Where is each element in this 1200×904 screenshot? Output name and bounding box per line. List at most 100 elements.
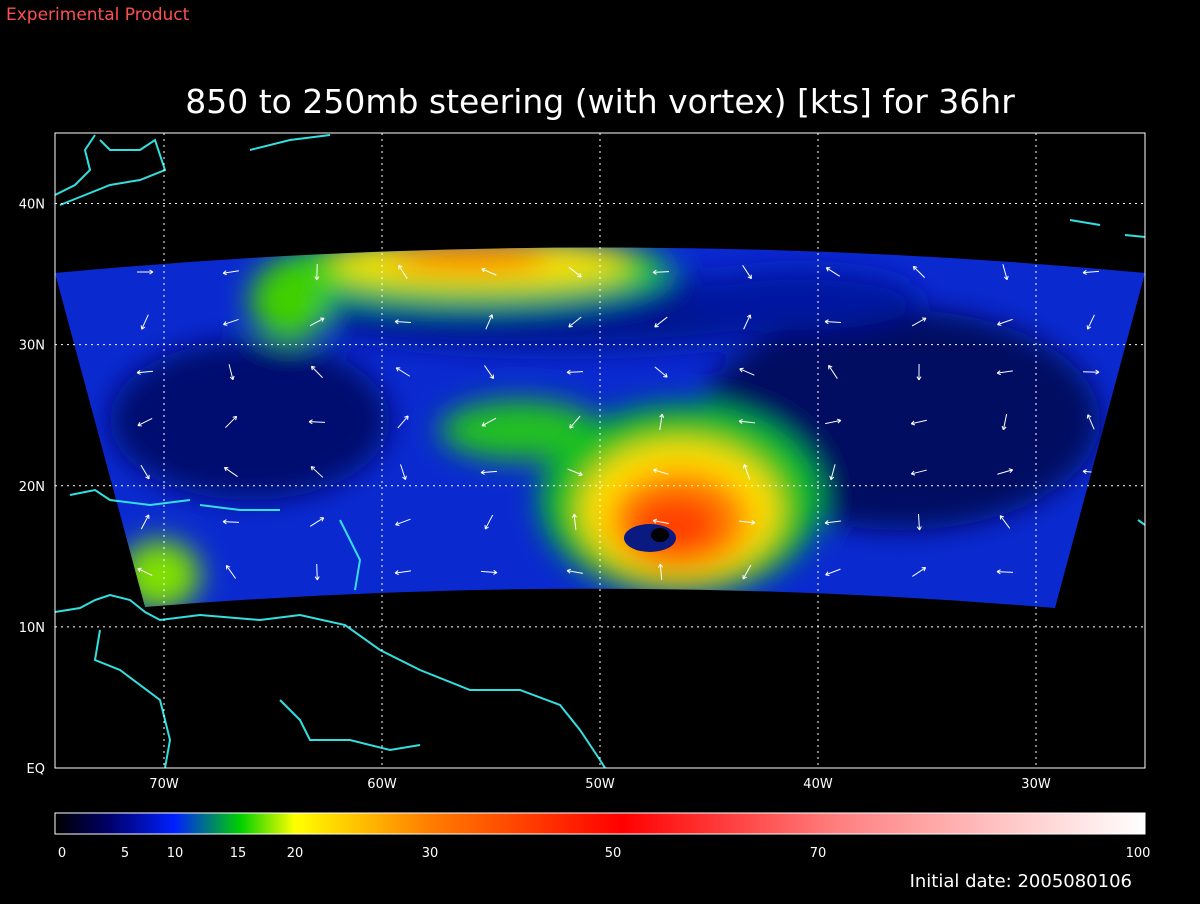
wind-arrow: [824, 319, 842, 325]
wind-arrow: [397, 415, 409, 429]
wind-arrow: [484, 365, 495, 380]
colorbar-label: 0: [58, 846, 66, 861]
colorbar-label: 30: [422, 846, 439, 861]
wind-arrow: [654, 316, 668, 328]
wind-arrow: [743, 464, 751, 480]
wind-arrow: [652, 269, 670, 275]
lat-tick-label: 10N: [19, 621, 45, 636]
wind-arrow: [1002, 264, 1009, 281]
wind-arrow: [742, 564, 752, 580]
wind-arrow: [916, 363, 922, 381]
wind-arrow: [997, 318, 1013, 326]
colorbar-label: 70: [810, 846, 827, 861]
wind-arrow: [739, 367, 755, 376]
wind-arrow: [999, 515, 1011, 529]
product-label: Experimental Product: [6, 5, 190, 25]
wind-arrow: [1083, 517, 1099, 526]
wind-arrow: [1001, 414, 1008, 431]
wind-arrow: [652, 518, 669, 524]
wind-arrow: [912, 567, 927, 577]
lon-tick-label: 30W: [1021, 777, 1051, 792]
wind-arrow: [738, 419, 756, 424]
wind-arrow: [996, 569, 1014, 575]
wind-arrow: [228, 364, 235, 381]
wind-arrow: [1086, 314, 1095, 330]
wind-arrow: [137, 269, 154, 275]
wind-arrow: [137, 417, 153, 427]
wind-arrow: [394, 570, 411, 576]
wind-arrow: [912, 265, 926, 278]
wind-arrow: [829, 464, 836, 481]
wind-arrow: [222, 270, 239, 276]
lat-tick-label: 30N: [19, 339, 45, 354]
wind-arrow: [567, 468, 583, 477]
wind-arrow: [223, 318, 239, 326]
wind-arrow: [140, 314, 149, 330]
wind-arrow: [140, 514, 150, 530]
wind-arrow: [481, 417, 497, 427]
wind-arrow: [738, 520, 756, 525]
wind-arrow: [743, 314, 752, 330]
wind-arrow: [566, 369, 584, 375]
wind-arrow: [568, 266, 582, 278]
wind-arrow: [481, 267, 497, 276]
wind-arrow: [308, 419, 326, 425]
wind-arrow: [137, 567, 153, 576]
lat-tick-label: 40N: [19, 198, 45, 213]
wind-arrow: [398, 264, 408, 280]
wind-arrow: [911, 317, 927, 327]
lat-tick-label: EQ: [27, 762, 45, 777]
wind-arrow: [310, 466, 324, 478]
colorbar: [54, 812, 1146, 835]
wind-arrow: [136, 369, 154, 375]
wind-arrow: [222, 519, 240, 525]
wind-arrow: [485, 314, 494, 330]
wind-arrow: [652, 468, 669, 475]
wind-arrow: [1082, 269, 1100, 275]
lat-tick-label: 20N: [19, 480, 45, 495]
wind-arrow: [480, 569, 498, 575]
wind-arrow: [1086, 414, 1095, 430]
colorbar-label: 20: [287, 846, 304, 861]
wind-arrow: [825, 418, 842, 425]
initial-date: Initial date: 2005080106: [910, 871, 1132, 892]
wind-arrow: [659, 413, 665, 430]
wind-arrow: [223, 466, 238, 477]
wind-arrow: [568, 316, 582, 328]
wind-arrow: [395, 518, 411, 527]
wind-arrow: [828, 364, 838, 379]
lon-tick-label: 40W: [803, 777, 833, 792]
map-frame: [54, 132, 1146, 769]
wind-arrow: [825, 267, 840, 277]
wind-arrow: [395, 367, 411, 377]
wind-arrow: [824, 520, 841, 526]
wind-arrow: [310, 365, 323, 379]
lon-tick-label: 70W: [149, 777, 179, 792]
wind-arrow: [996, 370, 1013, 376]
wind-arrow: [1086, 564, 1096, 580]
colorbar-label: 50: [605, 846, 622, 861]
steering-field: [55, 247, 1145, 608]
wind-arrow: [225, 565, 237, 579]
colorbar-label: 10: [167, 846, 184, 861]
lon-tick-label: 50W: [585, 777, 615, 792]
colorbar-label: 15: [230, 846, 247, 861]
map-title: 850 to 250mb steering (with vortex) [kts…: [185, 82, 1015, 121]
colorbar-label: 100: [1126, 846, 1151, 861]
lon-tick-label: 60W: [367, 777, 397, 792]
wind-arrow: [566, 568, 583, 574]
wind-arrow: [400, 464, 407, 480]
wind-arrow: [225, 415, 238, 429]
wind-arrow: [484, 514, 494, 530]
wind-arrow: [394, 319, 412, 325]
wind-arrow: [654, 366, 668, 378]
wind-arrow: [314, 563, 320, 581]
wind-arrow: [140, 464, 150, 480]
wind-arrow: [742, 265, 752, 280]
wind-arrow: [910, 469, 927, 476]
wind-arrow: [571, 513, 577, 531]
wind-arrow: [314, 263, 320, 281]
wind-arrow: [480, 469, 498, 475]
graticule: [55, 133, 1145, 768]
